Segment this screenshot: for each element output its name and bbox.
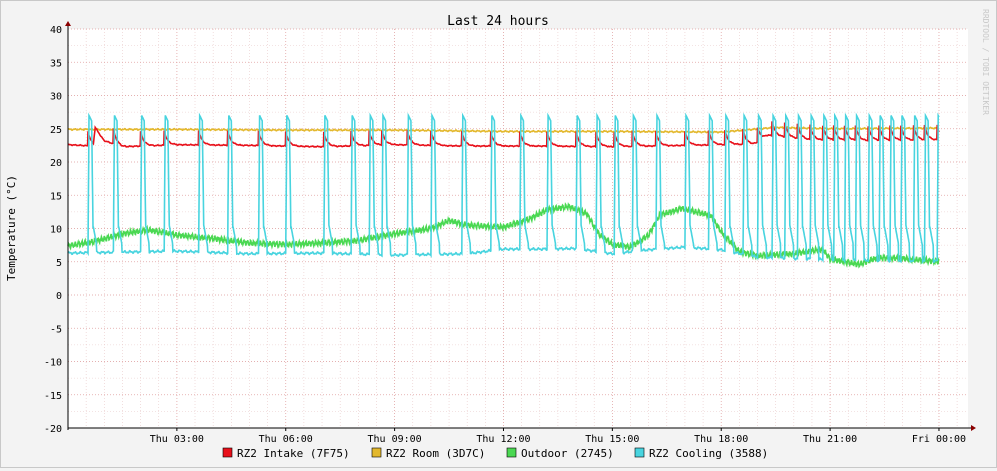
y-tick-label: 35	[50, 58, 62, 69]
legend-label: Outdoor (2745)	[521, 447, 614, 460]
x-tick-label: Fri 00:00	[912, 434, 966, 445]
x-tick-label: Thu 03:00	[150, 434, 204, 445]
legend-label: RZ2 Room (3D7C)	[386, 447, 485, 460]
y-tick-label: -5	[50, 324, 62, 335]
y-axis-arrow-icon	[65, 21, 71, 26]
x-axis-arrow-icon	[971, 425, 976, 431]
legend-swatch	[506, 447, 517, 458]
y-tick-label: 0	[56, 291, 62, 302]
x-tick-label: Thu 12:00	[476, 434, 530, 445]
x-tick-label: Thu 09:00	[368, 434, 422, 445]
y-tick-label: 10	[50, 225, 62, 236]
y-tick-label: -10	[44, 358, 62, 369]
series-line-room	[67, 125, 939, 134]
watermark-text: RRDTOOL / TOBI OETIKER	[981, 9, 990, 115]
x-tick-label: Thu 21:00	[803, 434, 857, 445]
y-tick-label: -15	[44, 391, 62, 402]
x-tick-label: Thu 06:00	[259, 434, 313, 445]
legend-swatch	[222, 447, 233, 458]
y-tick-label: -20	[44, 424, 62, 435]
y-axis-label: Temperature (°C)	[5, 175, 18, 281]
y-tick-label: 20	[50, 158, 62, 169]
x-tick-label: Thu 15:00	[585, 434, 639, 445]
legend-swatch	[634, 447, 645, 458]
plot-area: 40 35 30 25 20 15 10 5 0 -5 -10 -15 -20 Thu 03:00 Thu …	[44, 21, 976, 460]
y-tick-label: 15	[50, 191, 62, 202]
legend-label: RZ2 Cooling (3588)	[649, 447, 768, 460]
legend-swatch	[371, 447, 382, 458]
x-tick-label: Thu 18:00	[694, 434, 748, 445]
y-tick-label: 5	[56, 258, 62, 269]
series-line-cooling	[67, 112, 940, 265]
y-tick-label: 25	[50, 125, 62, 136]
chart-title: Last 24 hours	[447, 14, 549, 29]
series-line-intake	[67, 121, 940, 149]
legend-label: RZ2 Intake (7F75)	[237, 447, 350, 460]
y-tick-label: 40	[50, 25, 62, 36]
y-tick-label: 30	[50, 92, 62, 103]
